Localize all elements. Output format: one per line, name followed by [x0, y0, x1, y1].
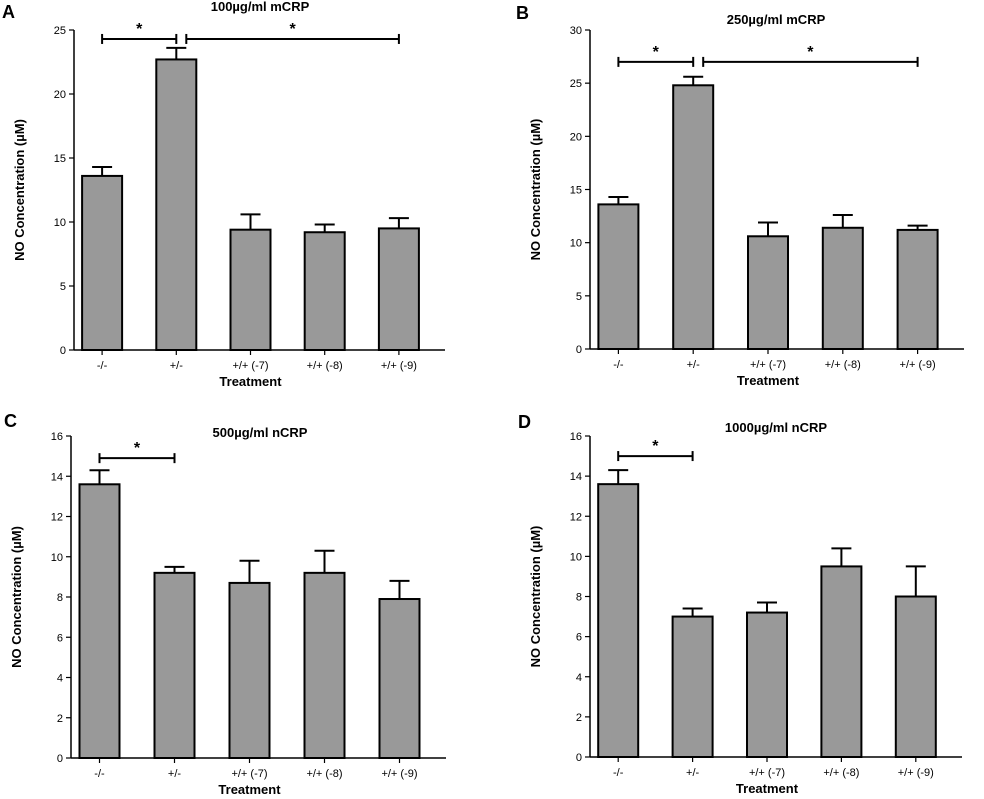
- bar: [229, 228, 272, 351]
- bar: [747, 235, 789, 350]
- x-tick-label: +/+ (-8): [307, 360, 343, 372]
- y-tick-label: 30: [570, 25, 582, 37]
- x-tick-label: +/+ (-7): [232, 360, 268, 372]
- bar: [155, 58, 198, 351]
- bar: [597, 483, 640, 758]
- y-tick-label: 4: [57, 673, 63, 685]
- y-tick-label: 4: [576, 672, 582, 684]
- bar: [896, 228, 939, 350]
- y-tick-label: 25: [570, 78, 582, 90]
- x-tick-label: +/+ (-8): [825, 359, 861, 371]
- y-axis-label: NO Concentration (µM): [12, 119, 27, 261]
- y-tick-label: 8: [57, 592, 63, 604]
- x-tick-label: -/-: [613, 767, 624, 779]
- bar: [303, 231, 346, 352]
- panel-letter: A: [2, 2, 15, 22]
- bar: [81, 174, 124, 351]
- x-tick-label: +/+ (-9): [898, 767, 934, 779]
- chart-title: 250µg/ml mCRP: [727, 12, 826, 27]
- y-tick-label: 6: [576, 632, 582, 644]
- y-tick-label: 2: [576, 712, 582, 724]
- significance-star: *: [136, 21, 143, 38]
- y-tick-label: 14: [51, 471, 63, 483]
- y-tick-label: 15: [570, 185, 582, 197]
- x-axis-label: Treatment: [736, 781, 799, 796]
- chart-title: 500µg/ml nCRP: [213, 425, 308, 440]
- y-axis-label: NO Concentration (µM): [528, 526, 543, 668]
- y-tick-label: 16: [570, 431, 582, 443]
- bar: [378, 598, 421, 760]
- y-tick-label: 6: [57, 632, 63, 644]
- panel-letter: C: [4, 411, 17, 431]
- x-axis-label: Treatment: [219, 374, 282, 389]
- x-tick-label: +/-: [687, 359, 700, 371]
- significance-star: *: [653, 44, 660, 61]
- x-tick-label: -/-: [94, 768, 105, 780]
- y-tick-label: 14: [570, 471, 582, 483]
- panel-letter: D: [518, 412, 531, 432]
- x-tick-label: +/+ (-7): [231, 768, 267, 780]
- significance-star: *: [807, 44, 814, 61]
- bar: [671, 615, 714, 758]
- y-tick-label: 0: [576, 344, 582, 356]
- x-axis-label: Treatment: [737, 373, 800, 388]
- bar: [894, 595, 937, 758]
- y-tick-label: 5: [576, 291, 582, 303]
- x-tick-label: +/-: [168, 768, 181, 780]
- x-tick-label: +/+ (-8): [306, 768, 342, 780]
- y-tick-label: 0: [60, 345, 66, 357]
- bar: [228, 581, 271, 759]
- y-axis-label: NO Concentration (µM): [528, 119, 543, 261]
- y-tick-label: 12: [51, 512, 63, 524]
- y-tick-label: 15: [54, 153, 66, 165]
- bar: [672, 84, 715, 350]
- bar: [821, 226, 864, 350]
- chart-panel-b: B 250µg/ml mCRP 0 5 10 15 20 25 30 NO Concentrati…: [516, 3, 964, 388]
- chart-panel-d: D 1000µg/ml nCRP 0 2 4 6 8 10 12 14 16 NO Concentra…: [518, 412, 962, 796]
- y-tick-label: 8: [576, 592, 582, 604]
- panel-letter: B: [516, 3, 529, 23]
- x-tick-label: +/+ (-7): [749, 767, 785, 779]
- x-axis-label: Treatment: [218, 782, 281, 797]
- chart-panel-a: A 100µg/ml mCRP 0 5 10 15 20 25 NO Concentration…: [2, 0, 445, 389]
- y-tick-label: 0: [576, 752, 582, 764]
- chart-title: 100µg/ml mCRP: [211, 0, 310, 14]
- x-tick-label: -/-: [613, 359, 624, 371]
- bar: [597, 203, 640, 350]
- bar: [303, 571, 346, 759]
- y-tick-label: 20: [570, 131, 582, 143]
- y-axis-label: NO Concentration (µM): [9, 526, 24, 668]
- x-tick-label: +/+ (-9): [381, 360, 417, 372]
- x-tick-label: +/+ (-9): [900, 359, 936, 371]
- y-tick-label: 16: [51, 431, 63, 443]
- y-tick-label: 10: [570, 551, 582, 563]
- y-tick-label: 0: [57, 753, 63, 765]
- x-tick-label: +/+ (-9): [381, 768, 417, 780]
- y-tick-label: 5: [60, 281, 66, 293]
- bar: [820, 565, 863, 758]
- y-tick-label: 20: [54, 89, 66, 101]
- x-tick-label: +/+ (-7): [750, 359, 786, 371]
- significance-star: *: [289, 21, 296, 38]
- chart-panel-c: C 500µg/ml nCRP 0 2 4 6 8 10 12 14 16 NO Concentrat…: [4, 411, 446, 797]
- x-tick-label: +/-: [170, 360, 183, 372]
- x-tick-label: +/+ (-8): [823, 767, 859, 779]
- x-tick-label: +/-: [686, 767, 699, 779]
- chart-title: 1000µg/ml nCRP: [725, 420, 827, 435]
- y-tick-label: 10: [54, 217, 66, 229]
- x-tick-label: -/-: [97, 360, 108, 372]
- y-tick-label: 12: [570, 511, 582, 523]
- y-tick-label: 10: [51, 552, 63, 564]
- bar: [377, 227, 420, 351]
- significance-star: *: [652, 438, 659, 455]
- bar: [78, 483, 121, 759]
- bar: [153, 571, 196, 759]
- bar: [746, 611, 788, 758]
- y-tick-label: 25: [54, 25, 66, 37]
- significance-star: *: [134, 440, 141, 457]
- y-tick-label: 10: [570, 238, 582, 250]
- y-tick-label: 2: [57, 713, 63, 725]
